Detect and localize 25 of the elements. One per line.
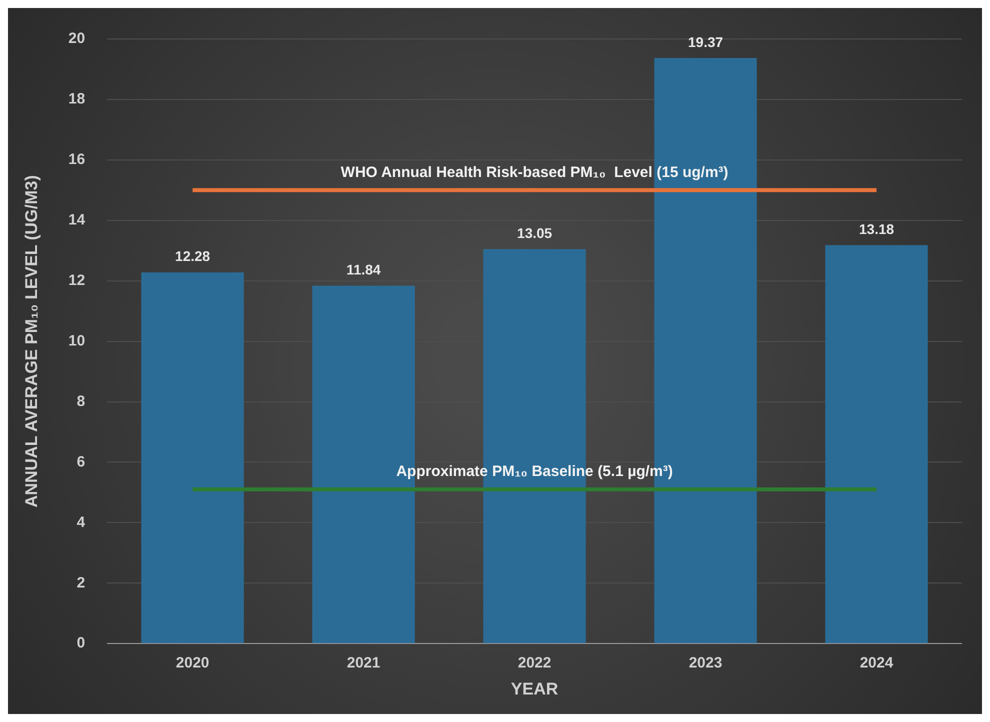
data-label: 13.05 [517, 224, 552, 241]
y-tick-label: 10 [68, 332, 86, 350]
x-tick-label: 2024 [860, 654, 894, 672]
y-tick-label: 20 [68, 30, 86, 48]
y-tick-label: 18 [68, 90, 86, 108]
y-tick-label: 14 [68, 212, 86, 229]
data-label: 11.84 [346, 262, 381, 278]
y-tick-label: 16 [68, 151, 86, 168]
y-tick-label: 4 [76, 514, 86, 531]
y-tick-label: 6 [76, 453, 86, 470]
x-tick-label: 2023 [688, 654, 722, 672]
data-label: 12.28 [175, 248, 210, 264]
y-axis-title: ANNUAL AVERAGE PM₁₀ LEVEL (UG/M3) [22, 175, 41, 508]
x-tick-label: 2022 [518, 654, 552, 672]
y-tick-label: 8 [76, 392, 86, 410]
ref-line-label: WHO Annual Health Risk-based PM₁₀ Level (15 ug/m³) [340, 164, 728, 181]
y-tick-label: 12 [68, 272, 86, 289]
data-label: 19.37 [688, 34, 724, 50]
ref-line-label: Approximate PM₁₀ Baseline (5.1 µg/m³) [396, 463, 673, 480]
x-tick-label: 2020 [176, 654, 210, 672]
data-label: 13.18 [858, 221, 894, 238]
y-tick-label: 2 [76, 574, 86, 592]
y-tick-label: 0 [76, 634, 86, 652]
x-axis-title: YEAR [510, 679, 558, 698]
x-tick-label: 2021 [346, 654, 380, 672]
